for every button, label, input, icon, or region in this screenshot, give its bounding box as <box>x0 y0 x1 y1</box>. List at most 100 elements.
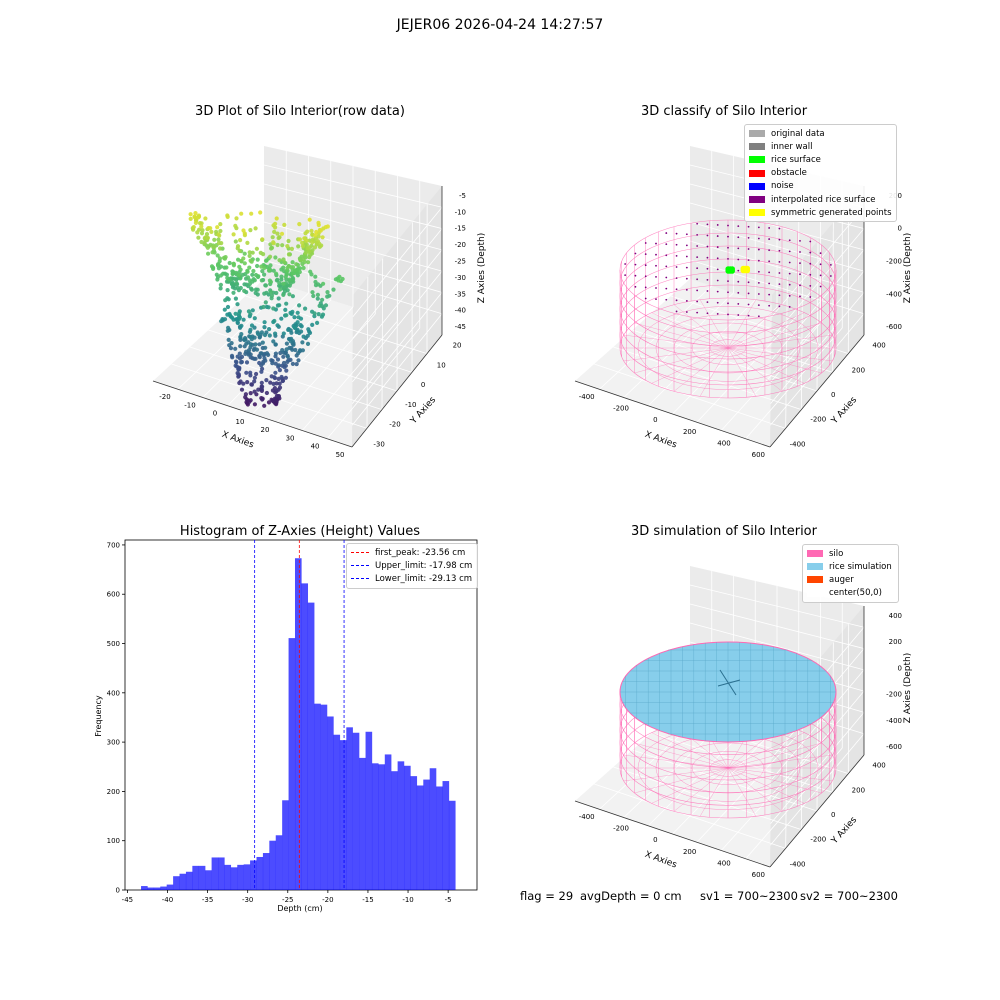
data-point <box>250 308 255 313</box>
histogram-bar <box>141 886 148 890</box>
data-point <box>296 315 301 320</box>
interpolated-point <box>778 305 781 308</box>
tick-label: 20 <box>453 342 462 350</box>
interpolated-point <box>778 294 781 297</box>
interpolated-point <box>747 236 750 239</box>
interpolated-point <box>778 272 781 274</box>
data-point <box>229 353 235 358</box>
data-point <box>269 293 274 298</box>
data-point <box>235 285 240 290</box>
plot4-legend: silo rice simulation auger center(50,0) <box>802 544 899 603</box>
data-point <box>258 210 263 215</box>
data-point <box>239 360 244 365</box>
data-point <box>256 387 261 392</box>
data-point <box>237 311 242 316</box>
plot4-ylabel: Y Axies <box>829 815 859 847</box>
plot3-title: Histogram of Z-Axies (Height) Values <box>179 524 421 539</box>
legend-item: center(50,0) <box>807 587 894 600</box>
data-point <box>262 325 267 330</box>
grid-line <box>670 295 849 355</box>
interpolated-point <box>747 248 750 250</box>
data-point <box>292 325 297 330</box>
histogram-bar <box>262 853 270 890</box>
interpolated-point <box>768 282 771 285</box>
data-point <box>196 235 201 240</box>
data-point <box>315 239 320 244</box>
interpolated-point <box>747 225 750 228</box>
silo-floor-spoke <box>623 334 729 349</box>
data-point <box>214 229 219 234</box>
data-point <box>331 287 336 292</box>
legend-label: center(50,0) <box>829 588 882 599</box>
data-point <box>236 257 241 262</box>
data-point <box>337 274 342 279</box>
histogram-bar <box>333 734 341 890</box>
figure-title: JEJER06 2026-04-24 14:27:57 <box>396 17 604 33</box>
grid-line <box>689 584 865 628</box>
data-point <box>266 305 271 310</box>
data-point <box>316 234 321 239</box>
status-avg-depth: avgDepth = 0 cm <box>580 889 682 903</box>
grid-line <box>769 733 865 846</box>
tick-label: 400 <box>889 612 902 620</box>
histogram-bar <box>250 860 257 890</box>
data-point <box>225 288 230 293</box>
data-point <box>278 287 283 292</box>
interpolated-point <box>716 235 719 237</box>
tick-label: 200 <box>852 786 865 794</box>
histogram-bar <box>397 761 405 890</box>
tick-label: 200 <box>683 428 696 436</box>
interpolated-point <box>634 274 637 277</box>
interpolated-point <box>809 273 812 276</box>
plot1-zlabel: Z Axies (Depth) <box>477 233 487 304</box>
data-point <box>223 298 228 303</box>
interpolated-point <box>685 277 688 280</box>
data-point <box>218 246 223 251</box>
data-point <box>275 231 280 236</box>
data-point <box>270 361 275 366</box>
data-point <box>295 320 300 325</box>
data-point <box>275 357 281 362</box>
silo-floor-spoke <box>634 347 729 374</box>
interpolated-point <box>644 286 647 289</box>
plot3-reference-lines <box>254 540 345 890</box>
interpolated-point <box>675 266 678 268</box>
data-point <box>248 327 253 332</box>
interpolated-point <box>727 280 729 283</box>
auger-line <box>717 679 741 687</box>
interpolated-point <box>644 275 647 278</box>
tick-label: 500 <box>107 640 120 648</box>
silo-floor-spoke <box>651 732 729 769</box>
data-point <box>284 301 289 306</box>
legend-item: obstacle <box>749 167 892 180</box>
interpolated-point <box>788 239 791 242</box>
data-point <box>277 368 282 373</box>
interpolated-point <box>696 278 699 281</box>
silo-floor-spoke <box>651 767 729 804</box>
data-point <box>295 327 300 332</box>
data-point <box>233 239 238 244</box>
data-point <box>255 287 260 292</box>
legend-swatch <box>749 143 765 151</box>
data-point <box>205 235 210 240</box>
data-point <box>261 304 266 310</box>
data-point <box>235 320 240 326</box>
data-point <box>262 320 267 325</box>
legend-label: noise <box>771 181 794 192</box>
data-point <box>336 278 341 283</box>
silo-floor-spoke <box>727 347 757 397</box>
data-point <box>290 294 295 299</box>
histogram-bar <box>365 731 373 890</box>
data-point <box>272 386 277 391</box>
data-point <box>237 264 242 269</box>
histogram-bar <box>416 785 424 890</box>
data-point <box>310 290 315 295</box>
silo-floor-spoke <box>699 767 729 817</box>
interpolated-point <box>768 227 771 229</box>
data-point <box>325 224 330 229</box>
data-point <box>212 245 217 250</box>
data-point <box>249 323 255 328</box>
silo-floor-spoke <box>699 299 729 349</box>
data-point <box>199 224 204 229</box>
interpolated-point <box>655 264 657 267</box>
